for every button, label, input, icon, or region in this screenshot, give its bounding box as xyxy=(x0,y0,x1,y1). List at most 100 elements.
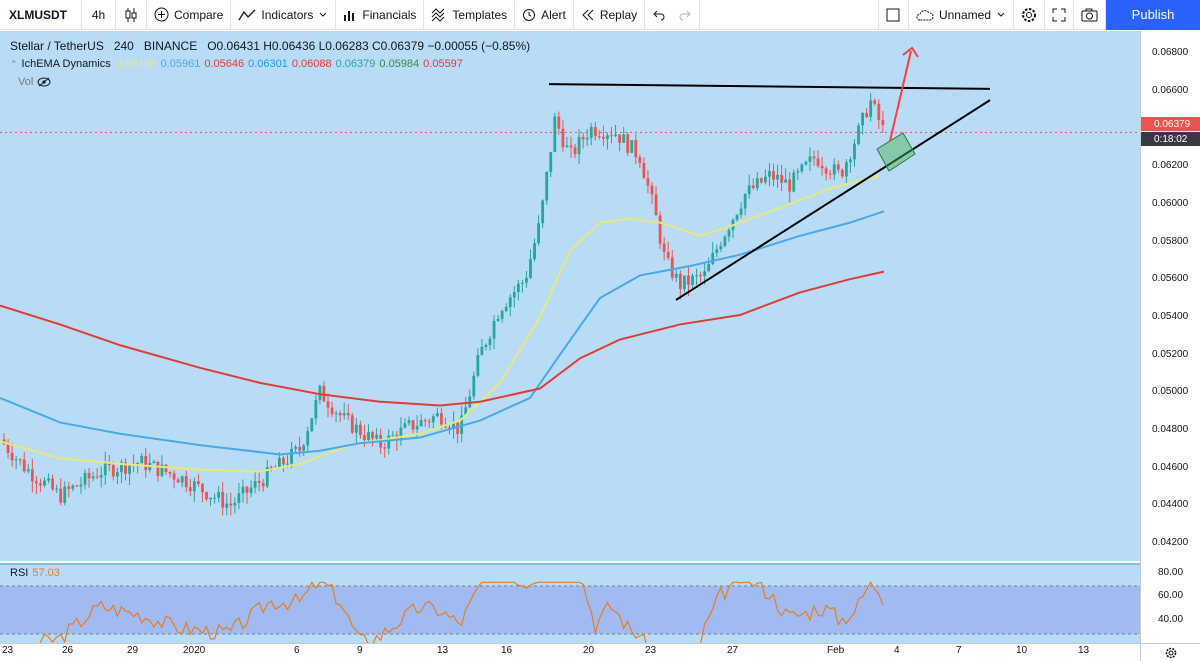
layout-name-label: Unnamed xyxy=(938,7,991,22)
candle-body xyxy=(298,446,302,451)
candle-body xyxy=(391,435,395,437)
undo-icon[interactable] xyxy=(652,9,666,21)
candle-body xyxy=(318,385,322,400)
candle-body xyxy=(371,432,374,439)
ema-red-line xyxy=(0,270,885,407)
collapse-arrow-icon[interactable]: ⌃ xyxy=(10,58,18,69)
candle-body xyxy=(71,485,75,489)
time-tick-label: 27 xyxy=(727,645,739,656)
candle-body xyxy=(764,176,767,183)
candle-body xyxy=(541,200,545,224)
settings-button[interactable] xyxy=(1014,0,1045,30)
templates-button[interactable]: Templates xyxy=(424,0,516,30)
publish-button[interactable]: Publish xyxy=(1106,0,1200,30)
candle-body xyxy=(658,215,662,244)
candle-body xyxy=(30,469,34,482)
main-chart-pane[interactable] xyxy=(0,31,1140,561)
indicator-name[interactable]: IchEMA Dynamics xyxy=(21,58,111,70)
chart-type-button[interactable] xyxy=(116,0,147,30)
candle-body xyxy=(176,479,180,483)
candle-body xyxy=(310,418,314,432)
candle-body xyxy=(363,435,366,440)
financials-button[interactable]: Financials xyxy=(336,0,425,30)
rsi-pane[interactable] xyxy=(0,563,1140,643)
candle-body xyxy=(43,480,46,486)
candle-body xyxy=(666,251,670,258)
alert-label: Alert xyxy=(541,7,566,22)
rsi-name[interactable]: RSI xyxy=(10,567,29,579)
interval-button[interactable]: 4h xyxy=(82,0,116,30)
axis-settings-corner[interactable] xyxy=(1140,643,1200,661)
candles-icon xyxy=(125,7,137,22)
candle-body xyxy=(197,481,200,484)
candle-body xyxy=(419,420,423,427)
price-chart-canvas[interactable] xyxy=(0,31,1140,561)
candle-body xyxy=(508,297,512,308)
arrow-head xyxy=(902,46,919,58)
redo-icon[interactable] xyxy=(678,9,692,21)
cloud-icon xyxy=(916,9,934,20)
candle-body xyxy=(683,275,686,289)
candle-body xyxy=(253,481,257,488)
candle-body xyxy=(589,127,593,138)
candle-body xyxy=(192,481,196,492)
timeframe-label: 240 xyxy=(113,39,134,53)
candle-body xyxy=(832,164,836,175)
candle-body xyxy=(435,413,439,417)
candle-body xyxy=(47,478,50,481)
candle-body xyxy=(776,174,779,180)
candle-body xyxy=(144,455,148,471)
candle-body xyxy=(496,318,500,321)
candle-body xyxy=(290,448,293,464)
candle-body xyxy=(836,164,840,170)
snapshot-button[interactable] xyxy=(1074,0,1106,30)
indicators-icon xyxy=(238,9,256,20)
candle-body xyxy=(796,171,800,173)
volume-label[interactable]: Vol xyxy=(18,76,34,88)
layout-name-button[interactable]: Unnamed xyxy=(909,0,1014,30)
time-tick-label: 9 xyxy=(357,645,363,656)
compare-button[interactable]: Compare xyxy=(147,0,232,30)
candle-body xyxy=(869,100,873,117)
price-tick-label: 0.06800 xyxy=(1152,47,1189,58)
price-tick-label: 0.06000 xyxy=(1152,197,1189,209)
candle-body xyxy=(245,486,249,493)
candle-body xyxy=(739,208,743,215)
price-tick-label: 0.05800 xyxy=(1152,235,1189,247)
candle-body xyxy=(217,492,221,498)
candle-body xyxy=(565,145,569,148)
indicators-button[interactable]: Indicators xyxy=(231,0,337,30)
candle-body xyxy=(816,158,820,166)
rsi-tick-label: 60.00 xyxy=(1158,590,1184,601)
candle-body xyxy=(618,134,621,143)
candle-body xyxy=(452,422,455,430)
time-tick-label: 16 xyxy=(501,645,513,656)
candle-body xyxy=(808,156,812,162)
indicator-value: 0.06088 xyxy=(291,58,332,70)
indicator-value: 0.05646 xyxy=(204,58,245,70)
candle-body xyxy=(780,174,783,183)
candle-body xyxy=(529,259,532,278)
candle-body xyxy=(614,134,617,137)
symbol-search-button[interactable]: XLMUSDT xyxy=(0,0,82,30)
candle-body xyxy=(472,375,476,397)
eye-hidden-icon[interactable] xyxy=(37,77,51,87)
time-axis[interactable] xyxy=(0,643,1140,661)
time-tick-label: 2020 xyxy=(183,645,206,656)
candle-body xyxy=(431,416,435,423)
indicator-value: 0.06138 xyxy=(116,58,157,70)
candle-body xyxy=(407,420,411,424)
candle-body xyxy=(873,100,877,104)
rsi-canvas[interactable] xyxy=(0,565,1140,643)
alert-button[interactable]: Alert xyxy=(515,0,574,30)
candle-body xyxy=(282,457,285,465)
candle-body xyxy=(755,178,759,189)
replay-button[interactable]: Replay xyxy=(574,0,646,30)
fullscreen-select-button[interactable] xyxy=(879,0,909,30)
candle-body xyxy=(79,484,83,487)
pair-name[interactable]: Stellar / TetherUS xyxy=(10,39,104,53)
candle-body xyxy=(156,461,160,476)
fullscreen-button[interactable] xyxy=(1045,0,1074,30)
candle-body xyxy=(249,487,253,493)
